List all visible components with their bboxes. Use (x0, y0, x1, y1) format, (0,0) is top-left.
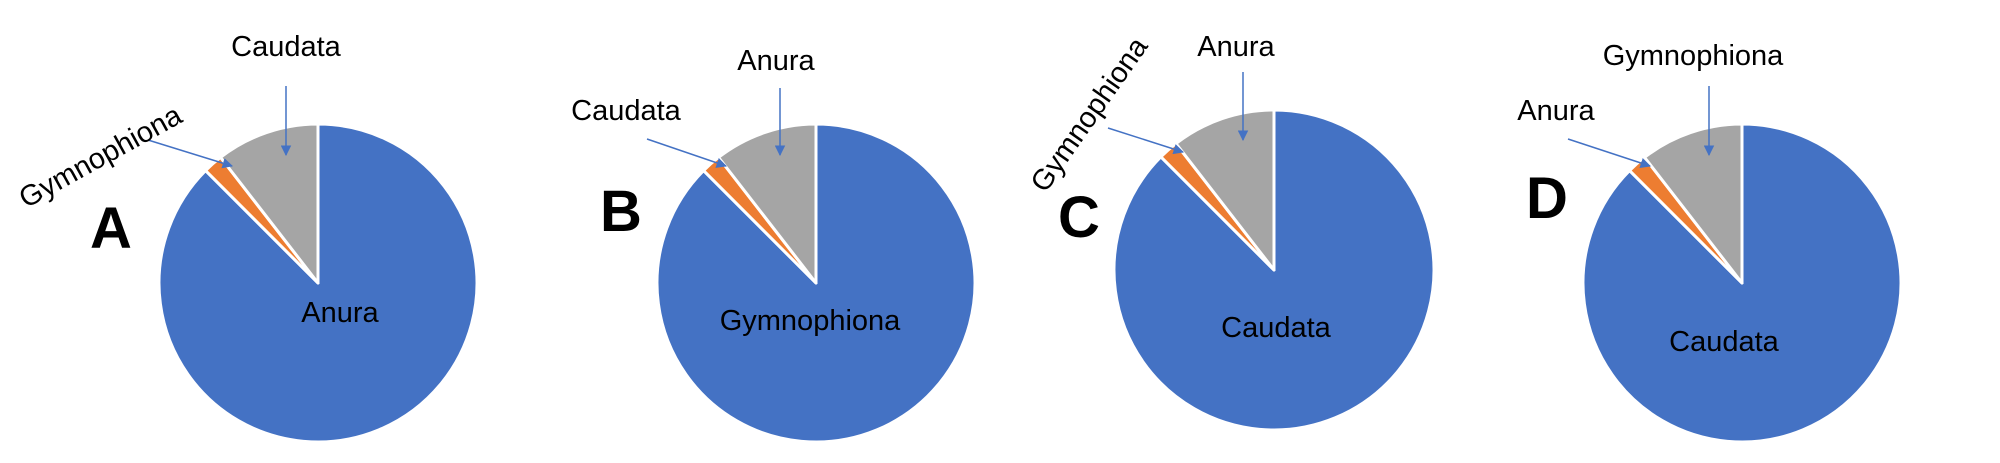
callout-label-gymnophiona: Gymnophiona (1603, 40, 1784, 72)
callout-label-anura: Anura (1197, 31, 1275, 63)
pie-slice-anura (717, 122, 818, 285)
callout-label-gymnophiona: Gymnophiona (1025, 31, 1155, 198)
callout-arrow (147, 139, 234, 169)
inside-slice-label: Caudata (1669, 326, 1780, 358)
panel-letter: C (1058, 185, 1100, 250)
callout-label-caudata: Caudata (571, 95, 682, 127)
panel-letter: B (600, 179, 642, 244)
inside-slice-label: Caudata (1221, 312, 1332, 344)
callout-arrow (1107, 127, 1185, 155)
panel-letter: D (1526, 166, 1568, 231)
pie-slice-caudata (219, 122, 320, 285)
inside-slice-label: Anura (301, 297, 379, 329)
pie-chart-b: Gymnophiona Caudata Anura B (571, 45, 977, 444)
callout-arrow (1567, 138, 1651, 169)
callout-label-anura: Anura (737, 45, 815, 77)
callout-arrow (646, 138, 727, 168)
panel-letter: A (90, 196, 132, 261)
callout-label-caudata: Caudata (231, 31, 342, 63)
pie-chart-c: Caudata Gymnophiona Anura C (1025, 31, 1436, 432)
pie-slice-gymnophiona (1643, 122, 1744, 285)
callout-label-anura: Anura (1517, 95, 1595, 127)
inside-slice-label: Gymnophiona (720, 305, 901, 337)
pie-slice-anura (1174, 108, 1276, 272)
